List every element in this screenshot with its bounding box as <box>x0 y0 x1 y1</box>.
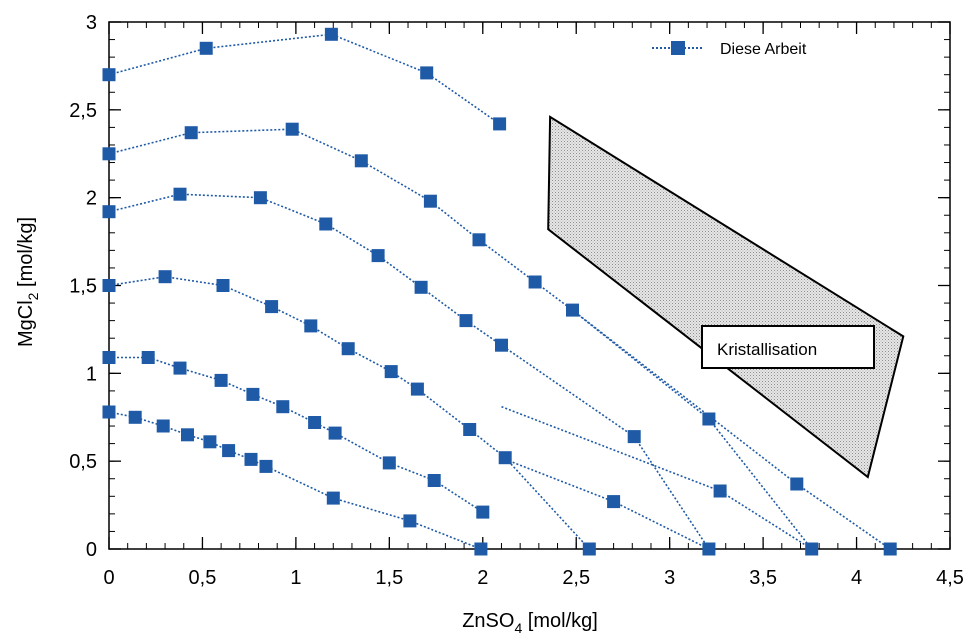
series-line <box>108 275 590 550</box>
data-point <box>702 412 716 426</box>
data-point <box>102 351 116 364</box>
data-point <box>582 542 596 556</box>
data-point <box>382 456 396 470</box>
data-point <box>495 338 508 352</box>
y-tick-label: 1 <box>86 363 97 385</box>
crystallization-area <box>547 115 905 479</box>
data-point <box>883 542 897 556</box>
y-axis-label: MgCl2 [mol/kg] <box>15 217 41 347</box>
series-points <box>102 27 897 556</box>
data-point <box>128 410 142 424</box>
data-point <box>420 66 434 80</box>
data-point <box>304 319 318 333</box>
data-point <box>308 416 322 429</box>
series-line <box>109 356 484 513</box>
y-tick-label: 0 <box>86 539 97 561</box>
crystallization-label: Kristallisation <box>717 340 817 359</box>
data-point <box>410 382 424 396</box>
data-point <box>141 351 155 364</box>
y-tick-label: 2,5 <box>69 100 97 122</box>
data-point <box>498 451 512 465</box>
data-point <box>102 147 116 161</box>
x-tick-label: 4,5 <box>936 567 964 589</box>
x-tick-label: 1 <box>290 567 301 589</box>
data-point <box>341 342 355 356</box>
data-point <box>326 491 340 505</box>
data-point <box>216 279 230 292</box>
x-tick-label: 0 <box>103 567 114 589</box>
data-point <box>173 187 187 201</box>
crystallization-region: Kristallisation <box>547 115 905 479</box>
data-point <box>790 477 804 491</box>
data-point <box>805 542 819 556</box>
data-point <box>403 514 417 528</box>
data-point <box>102 205 116 219</box>
y-tick-label: 2 <box>86 188 97 210</box>
data-point <box>203 435 217 449</box>
data-point <box>199 41 213 55</box>
x-tick-label: 3 <box>664 567 675 589</box>
data-point <box>324 27 338 41</box>
data-point <box>607 495 621 509</box>
x-tick-label: 2,5 <box>562 567 590 589</box>
x-axis-label: ZnSO4 [mol/kg] <box>462 610 598 636</box>
data-point <box>156 419 170 433</box>
data-point <box>566 303 579 317</box>
data-point <box>102 405 116 419</box>
data-point <box>265 300 279 314</box>
data-point <box>384 365 398 379</box>
legend-label: Diese Arbeit <box>720 41 807 58</box>
data-point <box>427 474 441 487</box>
data-point <box>459 314 473 328</box>
data-point <box>246 387 260 401</box>
data-point <box>181 428 194 442</box>
data-point <box>259 459 273 473</box>
data-point <box>354 154 368 168</box>
y-tick-label: 0,5 <box>69 451 97 473</box>
data-point <box>474 542 488 556</box>
data-point <box>222 444 236 458</box>
data-point <box>493 117 507 131</box>
data-point <box>463 423 477 436</box>
data-point <box>702 542 716 556</box>
series-line-tail <box>501 405 813 550</box>
data-point <box>158 270 172 284</box>
series-line <box>108 411 482 550</box>
series-line-tail <box>504 458 710 550</box>
data-point <box>285 122 299 136</box>
data-point <box>102 68 116 82</box>
x-tick-label: 1,5 <box>375 567 403 589</box>
data-point <box>328 426 342 440</box>
x-tick-label: 0,5 <box>189 567 217 589</box>
data-point <box>244 452 258 466</box>
data-point <box>371 249 385 263</box>
data-point <box>423 194 437 208</box>
data-point <box>472 233 486 247</box>
legend-marker <box>671 41 685 55</box>
data-point <box>713 484 727 498</box>
data-point <box>528 275 542 289</box>
data-point <box>184 126 198 140</box>
x-tick-label: 3,5 <box>749 567 777 589</box>
data-point <box>319 217 333 231</box>
data-point <box>214 373 228 387</box>
data-point <box>253 191 267 205</box>
data-point <box>102 279 116 292</box>
y-tick-label: 1,5 <box>69 276 97 298</box>
crystallization-label-box <box>701 325 875 369</box>
series-line <box>108 128 813 550</box>
data-point <box>414 280 428 294</box>
data-point <box>627 430 641 444</box>
x-tick-label: 4 <box>851 567 862 589</box>
series-line <box>108 33 501 125</box>
data-point <box>173 361 187 375</box>
x-tick-label: 2 <box>477 567 488 589</box>
data-point <box>276 400 290 414</box>
legend: Diese Arbeit <box>652 41 807 58</box>
data-point <box>476 505 490 519</box>
y-tick-label: 3 <box>86 12 97 34</box>
series-line <box>108 193 710 550</box>
